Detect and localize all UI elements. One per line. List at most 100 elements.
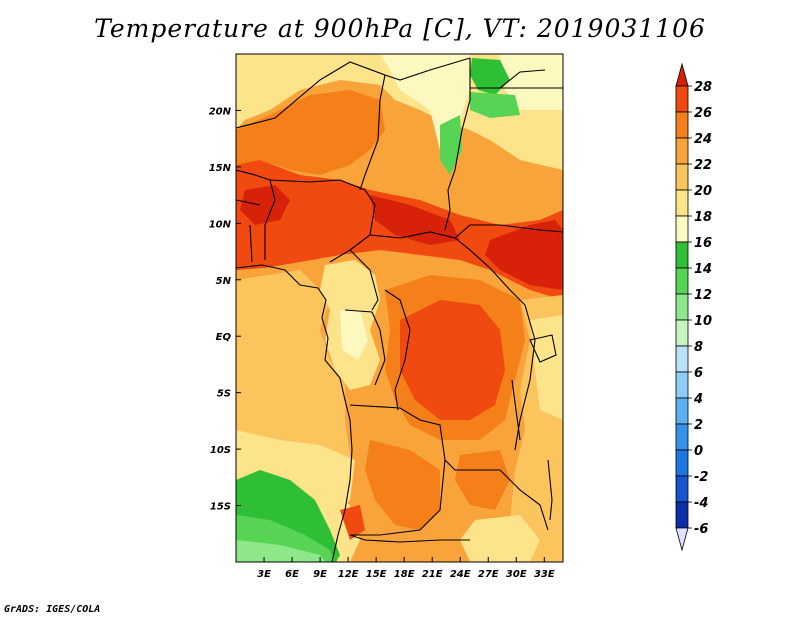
field-west-orange <box>236 90 385 175</box>
lon-tick-label: 21E <box>422 569 443 580</box>
colorbar-label: -6 <box>694 522 708 537</box>
lake-malawi <box>547 459 553 521</box>
colorbar-max-triangle <box>675 62 689 87</box>
border-car <box>369 231 491 269</box>
lon-tick-label: 3E <box>257 569 271 580</box>
field-sahel-deep <box>370 195 460 245</box>
border-north <box>499 69 546 89</box>
border-drc-angola <box>349 404 500 471</box>
field-south-interior-2 <box>455 450 510 510</box>
colorbar-box <box>675 85 689 113</box>
colorbar-label: 20 <box>694 184 712 199</box>
colorbar-box <box>675 319 689 347</box>
field-north-pale-2 <box>500 54 563 110</box>
field-south-red <box>340 505 365 540</box>
field-east-highland-yellow <box>530 315 563 420</box>
lon-tick-label: 30E <box>506 569 527 580</box>
map-fill-layer <box>236 54 563 562</box>
colorbar-box <box>675 111 689 139</box>
border-congo <box>384 289 411 411</box>
colorbar-box <box>675 163 689 191</box>
colorbar-label: 16 <box>694 236 712 251</box>
colorbar-box <box>675 293 689 321</box>
colorbar-label: 6 <box>694 366 703 381</box>
border-nigeria <box>269 179 376 263</box>
colorbar-label: 10 <box>694 314 712 329</box>
colorbar-label: 0 <box>694 444 703 459</box>
colorbar-box <box>675 189 689 217</box>
lon-tick-label: 9E <box>313 569 327 580</box>
colorbar-label: 8 <box>694 340 703 355</box>
border-sudan-south <box>454 224 563 239</box>
colorbar-label: -4 <box>694 496 708 511</box>
border-cameroon <box>349 249 379 311</box>
border-east <box>489 267 536 451</box>
border-niger-chad <box>359 74 386 191</box>
field-east-deep <box>485 220 563 290</box>
country-borders <box>236 57 563 562</box>
colorbar-label: 22 <box>694 158 712 173</box>
border-burkina <box>236 199 261 206</box>
colorbar-box <box>675 501 689 529</box>
colorbar-label: 14 <box>694 262 712 277</box>
coastline-west <box>236 264 353 562</box>
colorbar-box <box>675 423 689 451</box>
lat-tick-label: 10S <box>210 445 231 456</box>
colorbar-label: -2 <box>694 470 708 485</box>
latitude-axis: 20N 15N 10N 5N EQ 5S 10S 15S <box>209 106 241 513</box>
map-frame <box>235 53 564 563</box>
map-title: Temperature at 900hPa [C], VT: 201903110… <box>94 14 706 43</box>
colorbar-label: 24 <box>694 132 712 147</box>
lon-tick-label: 18E <box>394 569 415 580</box>
lon-tick-label: 6E <box>285 569 299 580</box>
lat-tick-label: 5N <box>216 276 232 287</box>
colorbar-label: 12 <box>694 288 712 303</box>
lake-victoria <box>529 334 557 363</box>
lat-tick-label: 5S <box>217 389 231 400</box>
colorbar-box <box>675 241 689 269</box>
colorbar-box <box>675 267 689 295</box>
field-central-pale <box>340 310 368 360</box>
border-gabon <box>344 309 386 386</box>
field-south-yellow-east <box>460 515 540 562</box>
colorbar-label: 18 <box>694 210 712 225</box>
colorbar-min-triangle <box>675 527 689 552</box>
lon-tick-label: 27E <box>478 569 499 580</box>
border-ghana <box>249 224 253 263</box>
lon-tick-label: 15E <box>366 569 387 580</box>
longitude-axis: 3E 6E 9E 12E 15E 18E 21E 24E 27E 30E 33E <box>257 557 555 580</box>
grads-credit: GrADS: IGES/COLA <box>4 604 101 615</box>
colorbar-label: 2 <box>694 418 703 433</box>
lat-tick-label: 20N <box>209 106 232 117</box>
lon-tick-label: 12E <box>338 569 359 580</box>
field-green-sw-lighter <box>236 540 326 562</box>
border-mali-niger <box>236 57 471 129</box>
lat-tick-label: 15S <box>210 502 231 513</box>
field-green-north-3 <box>470 92 520 118</box>
field-south-interior <box>365 440 440 530</box>
lon-tick-label: 24E <box>450 569 471 580</box>
colorbar-box <box>675 137 689 165</box>
colorbar-label: 28 <box>694 80 712 95</box>
colorbar-box <box>675 215 689 243</box>
border-chad-sudan <box>444 58 471 231</box>
colorbar-box <box>675 475 689 503</box>
colorbar-label: 4 <box>693 392 703 407</box>
lat-tick-label: 15N <box>209 163 232 174</box>
lat-tick-label: EQ <box>216 332 232 343</box>
lon-tick-label: 33E <box>534 569 555 580</box>
colorbar-label: 26 <box>694 106 712 121</box>
field-west-deep <box>240 185 290 225</box>
field-congo-red <box>400 300 505 420</box>
lat-tick-label: 10N <box>209 219 232 230</box>
colorbar-box <box>675 397 689 425</box>
border-zambia <box>499 469 549 531</box>
colorbar-box <box>675 371 689 399</box>
border-west-africa <box>236 169 276 260</box>
field-green-north <box>470 58 510 95</box>
colorbar-box <box>675 449 689 477</box>
lake-tanganyika <box>511 379 521 441</box>
border-angola-zambia <box>350 459 446 536</box>
